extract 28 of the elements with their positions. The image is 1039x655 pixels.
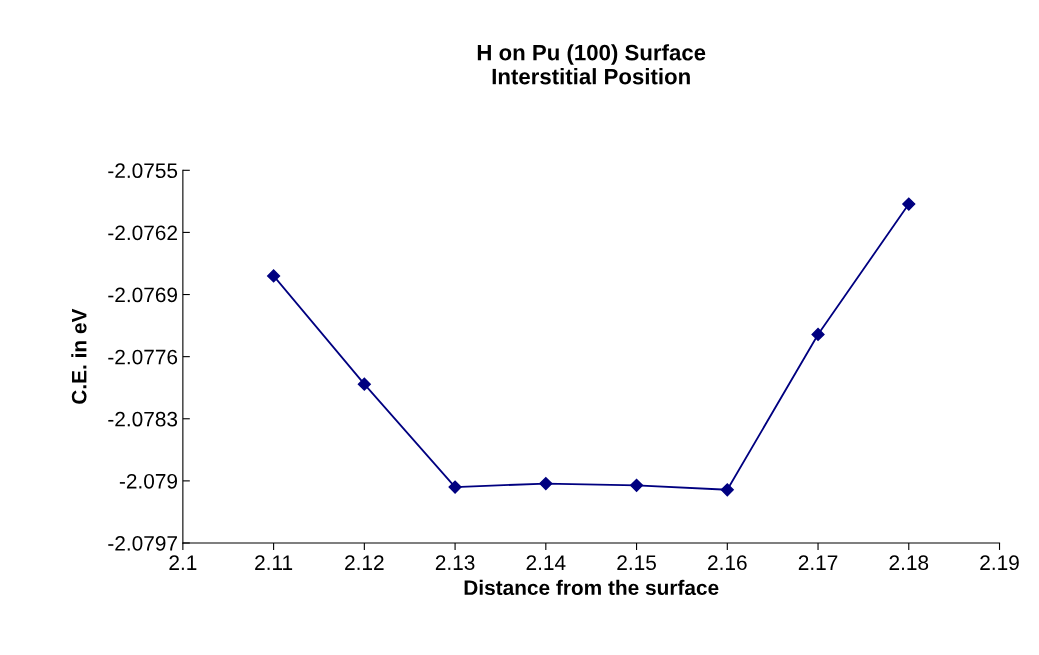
x-tick-label: 2.11	[255, 555, 293, 570]
x-tick-label: 2.13	[435, 555, 475, 571]
y-tick-label: -2.0755	[108, 163, 178, 179]
y-tick-label: -2.0776	[108, 349, 178, 365]
x-tick-label: 2.15	[617, 555, 656, 571]
y-tick-label: -2.079	[119, 473, 178, 489]
point	[267, 269, 281, 283]
point	[811, 327, 825, 342]
y-tick-label: -2.0762	[108, 225, 177, 241]
x-tick-label: 2.14	[526, 555, 566, 570]
x-tick-label: 2.16	[708, 555, 747, 571]
point	[448, 480, 462, 494]
x-tick-label: 2.1	[169, 555, 197, 570]
y-tick-label: -2.0783	[108, 411, 178, 427]
y-tick-label: -2.0797	[108, 536, 177, 551]
point	[902, 197, 916, 211]
point	[539, 476, 553, 491]
point	[629, 478, 644, 492]
y-axis-title: C.E. in eV	[71, 308, 87, 404]
x-axis-title: Distance from the surface	[464, 579, 719, 596]
point	[720, 483, 734, 497]
x-tick-label: 2.17	[798, 555, 838, 570]
point	[357, 377, 371, 391]
x-tick-label: 2.19	[980, 555, 1019, 571]
x-tick-label: 2.18	[889, 555, 929, 571]
chart-title: H on Pu (100) Surface Interstitial Position	[477, 44, 706, 85]
x-tick-label: 2.12	[345, 555, 384, 570]
y-tick-label: -2.0769	[108, 287, 178, 303]
